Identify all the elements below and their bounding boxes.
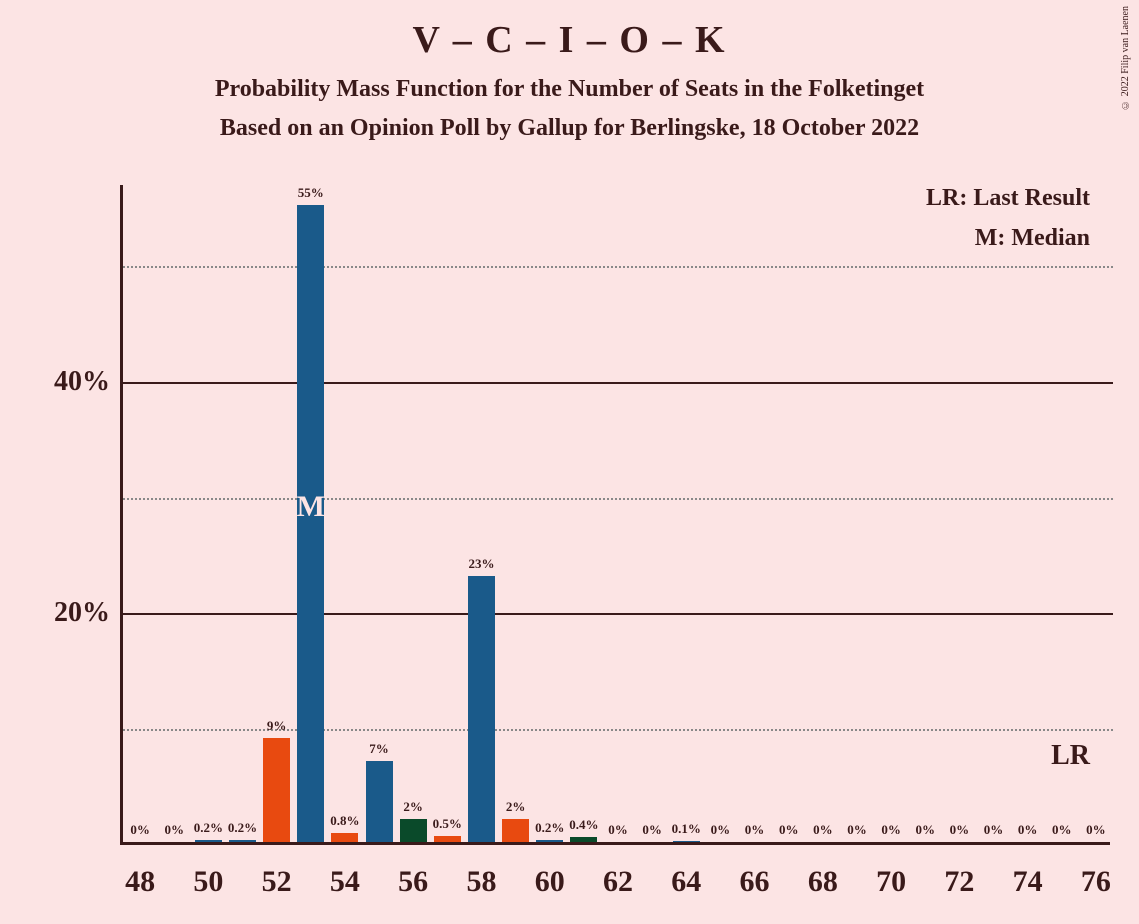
x-axis-label: 54 bbox=[330, 865, 360, 899]
bar-value-label: 0% bbox=[950, 822, 970, 838]
x-axis-label: 52 bbox=[262, 865, 292, 899]
bar-value-label: 0% bbox=[642, 822, 662, 838]
x-axis-label: 68 bbox=[808, 865, 838, 899]
x-axis-label: 60 bbox=[535, 865, 565, 899]
bar bbox=[673, 841, 700, 842]
bar bbox=[536, 840, 563, 842]
bar bbox=[502, 819, 529, 842]
bar-value-label: 0% bbox=[608, 822, 628, 838]
bar-value-label: 55% bbox=[298, 185, 324, 201]
bar-value-label: 0% bbox=[779, 822, 799, 838]
bar bbox=[229, 840, 256, 842]
y-axis-label: 40% bbox=[54, 366, 110, 398]
bar bbox=[434, 836, 461, 842]
bar bbox=[195, 840, 222, 842]
legend-lr: LR: Last Result bbox=[926, 185, 1090, 212]
median-marker: M bbox=[297, 490, 325, 524]
bar-value-label: 23% bbox=[468, 556, 494, 572]
bar-value-label: 0% bbox=[164, 822, 184, 838]
legend-m: M: Median bbox=[975, 225, 1090, 252]
chart-subtitle: Probability Mass Function for the Number… bbox=[0, 76, 1139, 103]
bar-value-label: 0% bbox=[915, 822, 935, 838]
chart-subtitle2: Based on an Opinion Poll by Gallup for B… bbox=[0, 115, 1139, 142]
grid-major bbox=[123, 613, 1113, 615]
x-axis-label: 72 bbox=[944, 865, 974, 899]
bar-value-label: 9% bbox=[267, 718, 287, 734]
bar bbox=[366, 761, 393, 842]
bar-value-label: 0% bbox=[745, 822, 765, 838]
y-axis-label: 20% bbox=[54, 597, 110, 629]
grid-minor bbox=[123, 498, 1113, 500]
x-axis-label: 50 bbox=[193, 865, 223, 899]
bar bbox=[331, 833, 358, 842]
x-axis-label: 76 bbox=[1081, 865, 1111, 899]
bar-value-label: 0.2% bbox=[535, 820, 564, 836]
x-axis-label: 70 bbox=[876, 865, 906, 899]
bar-value-label: 0.2% bbox=[228, 820, 257, 836]
x-axis-label: 62 bbox=[603, 865, 633, 899]
bar-value-label: 0% bbox=[1052, 822, 1072, 838]
bar-value-label: 2% bbox=[506, 799, 526, 815]
lr-marker: LR bbox=[1051, 740, 1090, 772]
x-axis-label: 66 bbox=[740, 865, 770, 899]
bar-value-label: 0.8% bbox=[330, 813, 359, 829]
bar-value-label: 0.2% bbox=[194, 820, 223, 836]
bar-value-label: 0% bbox=[1086, 822, 1106, 838]
x-axis-label: 74 bbox=[1013, 865, 1043, 899]
grid-major bbox=[123, 382, 1113, 384]
chart-area: 20%40%4850525456586062646668707274760%0%… bbox=[120, 185, 1110, 845]
bar-value-label: 0% bbox=[984, 822, 1004, 838]
bar-value-label: 0% bbox=[1018, 822, 1038, 838]
bar-value-label: 0% bbox=[881, 822, 901, 838]
x-axis-label: 58 bbox=[466, 865, 496, 899]
bar-value-label: 0% bbox=[813, 822, 833, 838]
bar-value-label: 7% bbox=[369, 741, 389, 757]
plot-area: 20%40%4850525456586062646668707274760%0%… bbox=[120, 185, 1110, 845]
x-axis-label: 56 bbox=[398, 865, 428, 899]
bar-value-label: 0% bbox=[847, 822, 867, 838]
bar bbox=[570, 837, 597, 842]
bar bbox=[263, 738, 290, 842]
bar-value-label: 0.4% bbox=[569, 817, 598, 833]
bar-value-label: 0% bbox=[130, 822, 150, 838]
bar bbox=[400, 819, 427, 842]
x-axis-label: 64 bbox=[671, 865, 701, 899]
bar bbox=[468, 576, 495, 842]
x-axis-label: 48 bbox=[125, 865, 155, 899]
grid-minor bbox=[123, 266, 1113, 268]
bar-value-label: 0.5% bbox=[433, 816, 462, 832]
chart-title: V – C – I – O – K bbox=[0, 0, 1139, 62]
bar-value-label: 0.1% bbox=[672, 821, 701, 837]
bar-value-label: 2% bbox=[403, 799, 423, 815]
copyright-text: © 2022 Filip van Laenen bbox=[1120, 6, 1131, 110]
bar-value-label: 0% bbox=[711, 822, 731, 838]
